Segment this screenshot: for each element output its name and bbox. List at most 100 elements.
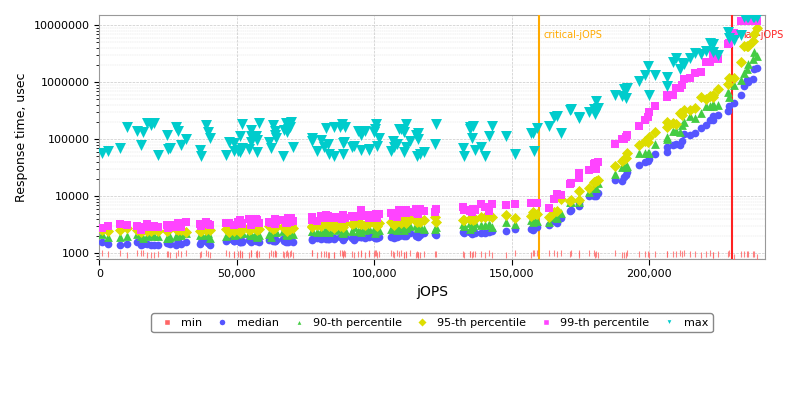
Point — [145, 242, 158, 248]
Point — [337, 140, 350, 146]
Point — [327, 153, 340, 159]
Point — [245, 226, 258, 232]
Point — [371, 235, 384, 241]
Point — [179, 219, 192, 225]
Point — [478, 221, 491, 228]
Point — [528, 250, 541, 256]
Point — [386, 219, 399, 226]
Point — [390, 227, 403, 233]
Point — [694, 94, 707, 100]
Point — [564, 199, 577, 205]
Point — [233, 237, 246, 244]
Point — [250, 216, 262, 222]
Point — [368, 218, 381, 224]
Point — [220, 220, 233, 226]
Point — [554, 214, 567, 221]
Point — [704, 40, 717, 46]
Point — [746, 251, 759, 257]
Point — [572, 199, 585, 205]
Point — [234, 217, 246, 223]
Point — [323, 235, 336, 242]
Point — [170, 224, 182, 230]
Point — [722, 29, 735, 35]
Point — [482, 221, 495, 228]
Point — [323, 215, 336, 221]
Point — [171, 128, 184, 134]
Point — [463, 220, 476, 226]
Point — [145, 122, 158, 128]
Point — [592, 159, 605, 166]
Point — [162, 224, 174, 231]
Point — [667, 141, 680, 148]
Point — [458, 152, 470, 159]
Point — [363, 146, 376, 152]
Point — [223, 220, 236, 226]
Point — [429, 206, 442, 212]
Point — [633, 251, 646, 258]
Point — [245, 250, 258, 256]
Point — [474, 250, 487, 257]
Point — [667, 120, 680, 126]
Point — [550, 191, 563, 198]
Point — [95, 238, 108, 245]
Point — [661, 92, 674, 98]
Point — [508, 221, 521, 227]
Point — [524, 217, 537, 224]
Point — [524, 226, 537, 232]
Point — [572, 115, 585, 121]
Point — [336, 222, 349, 228]
Point — [228, 230, 241, 236]
Point — [674, 129, 686, 135]
Point — [136, 224, 149, 230]
Point — [194, 153, 207, 160]
Point — [394, 224, 407, 231]
Point — [314, 228, 327, 234]
Point — [358, 252, 371, 258]
Point — [524, 200, 537, 206]
Point — [669, 54, 682, 61]
Point — [121, 252, 134, 258]
Point — [469, 206, 482, 213]
Point — [204, 234, 217, 241]
Point — [458, 230, 470, 236]
Point — [136, 250, 149, 256]
Point — [573, 175, 586, 182]
Point — [141, 228, 154, 234]
Point — [354, 234, 367, 240]
Point — [667, 251, 680, 257]
Point — [322, 213, 335, 219]
Point — [201, 250, 214, 257]
Point — [368, 250, 381, 256]
Point — [102, 148, 114, 155]
Point — [738, 17, 750, 24]
Point — [589, 111, 602, 118]
Point — [266, 121, 279, 128]
Point — [235, 238, 248, 244]
Point — [245, 237, 258, 243]
Point — [368, 251, 381, 258]
Point — [466, 222, 479, 228]
Point — [282, 230, 294, 236]
Point — [220, 151, 233, 158]
Point — [194, 238, 207, 245]
Point — [638, 150, 651, 156]
Point — [170, 124, 182, 131]
Point — [327, 215, 340, 222]
Point — [699, 122, 712, 128]
Point — [228, 228, 241, 235]
Point — [393, 224, 406, 230]
Point — [592, 180, 605, 186]
Point — [638, 72, 651, 79]
Point — [386, 230, 399, 236]
Point — [411, 252, 424, 258]
Point — [741, 42, 754, 49]
Point — [263, 231, 276, 237]
Point — [742, 251, 754, 257]
Point — [136, 226, 149, 233]
Point — [338, 250, 350, 256]
Point — [464, 226, 477, 232]
Point — [231, 250, 244, 257]
Point — [234, 229, 246, 235]
Point — [528, 217, 541, 224]
Point — [711, 112, 724, 119]
